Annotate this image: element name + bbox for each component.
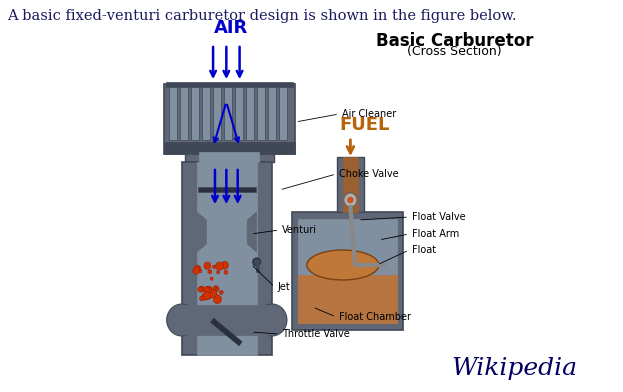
Text: Choke Valve: Choke Valve: [339, 169, 399, 179]
Circle shape: [212, 292, 216, 296]
Bar: [169, 84, 177, 140]
Bar: [184, 305, 269, 335]
Bar: [337, 157, 364, 212]
Circle shape: [195, 265, 199, 270]
Circle shape: [213, 287, 217, 290]
Bar: [179, 84, 188, 140]
Circle shape: [204, 287, 210, 293]
Bar: [343, 157, 358, 212]
Bar: [182, 162, 272, 355]
Circle shape: [207, 292, 212, 299]
Bar: [164, 84, 295, 154]
Text: Basic Carburetor: Basic Carburetor: [376, 32, 533, 50]
Bar: [198, 187, 255, 192]
Text: (Cross Section): (Cross Section): [407, 45, 502, 58]
Circle shape: [199, 286, 204, 292]
Circle shape: [209, 289, 217, 298]
Bar: [292, 212, 404, 330]
Polygon shape: [211, 318, 242, 346]
Circle shape: [210, 277, 213, 280]
Circle shape: [213, 295, 222, 304]
Circle shape: [213, 286, 219, 292]
Bar: [184, 152, 273, 162]
Bar: [164, 142, 295, 154]
Bar: [199, 152, 260, 162]
Circle shape: [206, 286, 212, 293]
Circle shape: [199, 269, 202, 273]
Text: FUEL: FUEL: [340, 116, 390, 134]
Bar: [268, 84, 276, 140]
Circle shape: [257, 304, 287, 336]
Text: Float Valve: Float Valve: [412, 212, 465, 222]
Circle shape: [202, 293, 209, 300]
Circle shape: [219, 290, 223, 294]
Bar: [166, 82, 293, 87]
Bar: [245, 84, 254, 140]
Bar: [235, 84, 243, 140]
Bar: [202, 84, 210, 140]
Text: Float: Float: [412, 245, 436, 255]
Circle shape: [253, 258, 260, 266]
Circle shape: [344, 193, 357, 207]
Circle shape: [193, 267, 199, 274]
Bar: [298, 275, 397, 323]
Circle shape: [221, 261, 229, 269]
Polygon shape: [247, 212, 257, 252]
Text: Air Cleaner: Air Cleaner: [342, 109, 396, 119]
Text: A basic fixed-venturi carburetor design is shown in the figure below.: A basic fixed-venturi carburetor design …: [7, 9, 517, 23]
Bar: [255, 260, 259, 272]
Circle shape: [348, 197, 353, 203]
Text: Wikipedia: Wikipedia: [452, 357, 578, 380]
Circle shape: [167, 304, 197, 336]
Circle shape: [212, 265, 216, 269]
Bar: [298, 219, 397, 323]
Circle shape: [213, 292, 216, 296]
Text: Venturi: Venturi: [282, 225, 317, 235]
Bar: [191, 84, 199, 140]
Circle shape: [208, 270, 212, 274]
Circle shape: [224, 187, 229, 193]
Text: Float Arm: Float Arm: [412, 229, 459, 239]
Text: Throttle Valve: Throttle Valve: [282, 329, 350, 339]
Circle shape: [224, 270, 228, 274]
Bar: [278, 84, 287, 140]
Circle shape: [204, 262, 211, 269]
Circle shape: [199, 296, 204, 301]
Circle shape: [203, 292, 211, 300]
Polygon shape: [197, 212, 206, 252]
Text: Jet: Jet: [277, 282, 290, 292]
Circle shape: [216, 262, 224, 270]
Text: Float Chamber: Float Chamber: [339, 312, 411, 322]
Bar: [212, 84, 221, 140]
Ellipse shape: [307, 250, 379, 280]
Circle shape: [197, 287, 202, 292]
Circle shape: [194, 265, 201, 272]
Bar: [257, 84, 265, 140]
Bar: [224, 84, 232, 140]
Bar: [197, 162, 257, 355]
Circle shape: [217, 270, 220, 274]
Text: AIR: AIR: [214, 19, 248, 37]
Circle shape: [204, 286, 212, 294]
